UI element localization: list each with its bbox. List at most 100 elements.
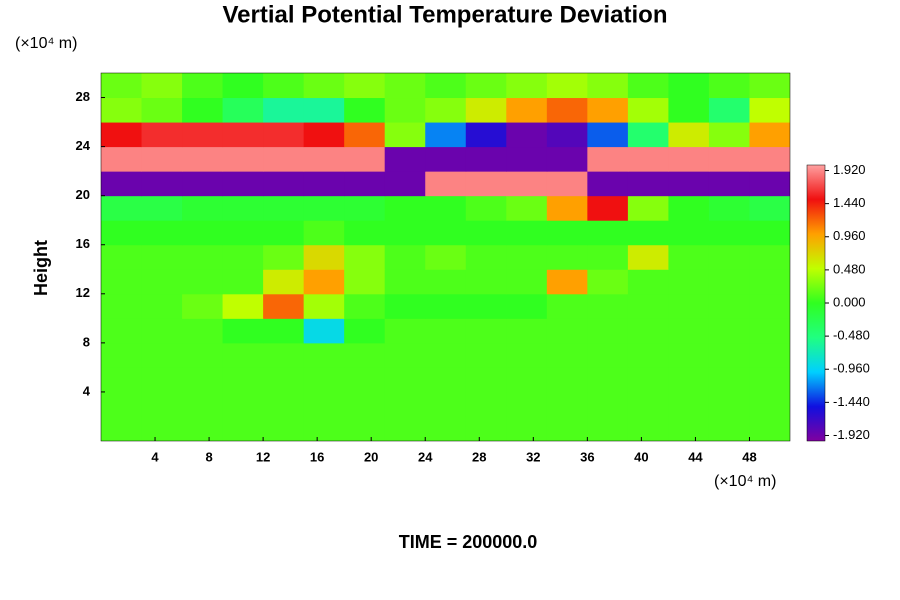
heatmap-cell — [182, 122, 224, 148]
heatmap-cell — [141, 293, 183, 319]
heatmap-cell — [141, 416, 183, 441]
heatmap-cell — [506, 318, 548, 344]
heatmap-cell — [101, 342, 143, 368]
heatmap-cell — [141, 122, 183, 148]
heatmap-cell — [344, 122, 386, 148]
heatmap-cell — [384, 293, 426, 319]
heatmap-cell — [668, 416, 710, 441]
colorbar-tick-label: 1.440 — [833, 195, 866, 210]
heatmap-cell — [141, 318, 183, 344]
heatmap-cell — [668, 146, 710, 172]
colorbar-tick-label: 0.960 — [833, 228, 866, 243]
y-tick-label: 28 — [76, 89, 90, 104]
x-tick-label: 20 — [364, 449, 378, 464]
x-tick-label: 24 — [418, 449, 433, 464]
heatmap-cell — [101, 146, 143, 172]
heatmap-cell — [303, 367, 345, 393]
heatmap-cell — [465, 342, 507, 368]
heatmap-cell — [263, 171, 305, 197]
heatmap-cell — [384, 73, 426, 99]
heatmap-cell — [708, 367, 750, 393]
heatmap-cell — [141, 73, 183, 99]
heatmap-cell — [303, 73, 345, 99]
heatmap-cell — [506, 97, 548, 123]
heatmap-cell — [182, 97, 224, 123]
heatmap-cell — [101, 391, 143, 417]
heatmap-cell — [182, 342, 224, 368]
y-unit: (×10⁴ m) — [15, 35, 77, 52]
x-unit: (×10⁴ m) — [714, 473, 776, 490]
heatmap-cell — [708, 171, 750, 197]
heatmap-cell — [465, 195, 507, 221]
heatmap-cell — [425, 367, 467, 393]
heatmap-cell — [546, 416, 588, 441]
heatmap-cell — [506, 195, 548, 221]
heatmap-cell — [344, 318, 386, 344]
heatmap-cell — [384, 416, 426, 441]
heatmap-cell — [668, 367, 710, 393]
x-tick-label: 40 — [634, 449, 648, 464]
heatmap-cell — [668, 220, 710, 246]
heatmap-cell — [263, 244, 305, 270]
heatmap-cell — [465, 171, 507, 197]
heatmap-cell — [303, 391, 345, 417]
heatmap-cell — [627, 122, 669, 148]
heatmap-cell — [384, 171, 426, 197]
heatmap-cell — [182, 220, 224, 246]
heatmap-cell — [425, 391, 467, 417]
heatmap-cell — [668, 122, 710, 148]
heatmap-cell — [587, 73, 629, 99]
heatmap-cell — [587, 220, 629, 246]
heatmap-cell — [668, 269, 710, 295]
heatmap-cell — [303, 318, 345, 344]
heatmap-cell — [344, 220, 386, 246]
heatmap-cell — [506, 269, 548, 295]
heatmap-cell — [708, 416, 750, 441]
heatmap-cell — [222, 416, 264, 441]
heatmap-cell — [627, 391, 669, 417]
heatmap-cell — [344, 342, 386, 368]
heatmap-cell — [749, 293, 790, 319]
heatmap-cell — [465, 367, 507, 393]
heatmap-cell — [627, 269, 669, 295]
heatmap-cell — [101, 171, 143, 197]
heatmap-cell — [587, 293, 629, 319]
heatmap-cell — [668, 244, 710, 270]
heatmap-cell — [182, 416, 224, 441]
heatmap-cell — [587, 244, 629, 270]
heatmap-cell — [546, 318, 588, 344]
heatmap-cell — [384, 269, 426, 295]
heatmap-cell — [141, 244, 183, 270]
heatmap-cell — [303, 171, 345, 197]
heatmap-cell — [141, 269, 183, 295]
x-tick-label: 12 — [256, 449, 270, 464]
heatmap-cell — [506, 73, 548, 99]
heatmap-cell — [182, 293, 224, 319]
heatmap-cell — [587, 171, 629, 197]
heatmap-cell — [708, 318, 750, 344]
heatmap-cell — [303, 416, 345, 441]
heatmap-cell — [668, 293, 710, 319]
heatmap-cell — [141, 342, 183, 368]
heatmap-cell — [708, 342, 750, 368]
heatmap-cell — [749, 244, 790, 270]
heatmap-cell — [587, 391, 629, 417]
heatmap-cell — [263, 73, 305, 99]
heatmap-cell — [303, 146, 345, 172]
heatmap-cell — [222, 293, 264, 319]
colorbar-tick-label: 1.920 — [833, 162, 866, 177]
heatmap-cell — [546, 342, 588, 368]
heatmap-cell — [668, 97, 710, 123]
heatmap-cell — [465, 269, 507, 295]
heatmap-cell — [344, 244, 386, 270]
heatmap-cell — [627, 416, 669, 441]
heatmap-cell — [465, 73, 507, 99]
heatmap-cell — [222, 318, 264, 344]
heatmap-cell — [303, 220, 345, 246]
heatmap-cell — [222, 195, 264, 221]
heatmap-cell — [425, 220, 467, 246]
heatmap-cell — [303, 97, 345, 123]
heatmap-cell — [627, 146, 669, 172]
heatmap-cell — [587, 318, 629, 344]
heatmap-cell — [263, 318, 305, 344]
